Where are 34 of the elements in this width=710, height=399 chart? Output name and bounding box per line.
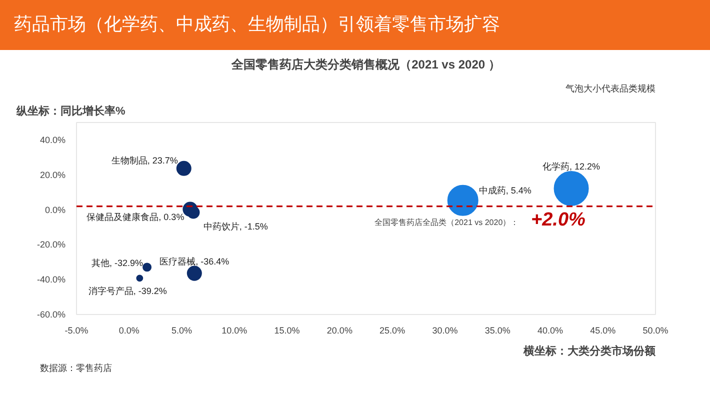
x-tick-label: 30.0% [432, 326, 458, 336]
x-tick-label: 10.0% [222, 326, 248, 336]
x-tick-label: 50.0% [642, 326, 668, 336]
data-label: 中成药, 5.4% [478, 185, 532, 196]
x-tick-label: 5.0% [172, 326, 192, 336]
data-label: 生物制品, 23.7% [111, 155, 178, 166]
text: 数据源：零售药店 [40, 362, 112, 375]
annotation: 全国零售药店全品类（2021 vs 2020）： [374, 218, 519, 227]
data-label: 中药饮片, -1.5% [203, 221, 268, 232]
x-tick-label: 45.0% [590, 326, 616, 336]
y-tick-label: 40.0% [40, 134, 66, 145]
y-tick-label: -60.0% [36, 310, 66, 320]
x-tick-label: 40.0% [537, 326, 563, 336]
y-axis-title: 纵坐标：同比增长率% [16, 104, 126, 118]
data-label: 医疗器械, -36.4% [160, 256, 230, 266]
x-tick-label: 35.0% [484, 326, 510, 336]
data-label: 其他, -32.9% [92, 258, 144, 268]
chart-title: 药品市场（化学药、中成药、生物制品）引领着零售市场扩容 [14, 13, 500, 36]
data-label: 保健品及健康食品, 0.3% [86, 212, 184, 222]
ref-line-label: +2.0% [531, 209, 586, 230]
x-tick-label: 15.0% [274, 326, 300, 336]
y-tick-label: 0.0% [44, 204, 66, 215]
y-tick-label: 20.0% [40, 170, 66, 180]
y-tick-label: -40.0% [36, 274, 66, 285]
x-tick-label: 0.0% [118, 326, 140, 336]
chart-subtitle: 全国零售药店大类分类销售概况（2021 vs 2020 ） [230, 58, 500, 72]
x-tick-label: 25.0% [380, 326, 406, 336]
x-tick-label: 20.0% [326, 326, 352, 336]
x-tick-label: -5.0% [64, 326, 88, 336]
text: 气泡大小代表品类规模 [566, 84, 656, 94]
data-label: 化学药, 12.2% [542, 161, 600, 172]
data-label: 消字号产品, -39.2% [88, 286, 167, 296]
x-axis-title: 横坐标：大类分类市场份额 [522, 344, 656, 358]
y-tick-label: -20.0% [36, 240, 66, 250]
